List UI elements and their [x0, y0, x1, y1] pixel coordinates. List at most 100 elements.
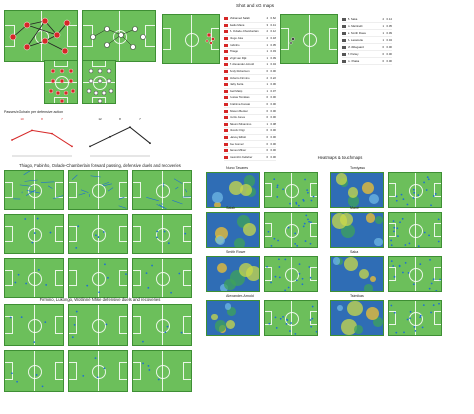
touch-dot	[428, 287, 431, 290]
table-row: Alisson Becker 0 0.00	[224, 108, 276, 115]
touch-dot	[434, 193, 437, 195]
touchmap	[388, 256, 442, 292]
touch-dot	[284, 258, 287, 261]
pass-arrow	[103, 183, 112, 187]
player-name: Diogo Jota	[229, 37, 243, 41]
player-name: Divock Origi	[229, 129, 245, 133]
team-badge-icon	[224, 50, 228, 54]
touch-dot	[432, 304, 435, 307]
action-dot	[157, 378, 160, 381]
touch-dot	[290, 322, 292, 324]
pass-arrow	[102, 181, 110, 186]
action-dot	[164, 331, 167, 334]
touch-dot	[277, 239, 279, 242]
shots-count: 1	[382, 30, 384, 35]
passing-network-liverpool	[4, 10, 78, 62]
action-dot	[107, 276, 109, 279]
action-dot	[11, 372, 13, 375]
heatmap	[330, 172, 384, 208]
touch-dot	[289, 330, 291, 332]
annotation-label: 8	[41, 117, 43, 121]
shots-count: 1	[266, 82, 268, 87]
table-row: A. Lacazette 1 0.04	[342, 37, 392, 44]
heatmap	[206, 256, 260, 292]
shots-count: 0	[266, 95, 268, 100]
touch-dot	[309, 242, 312, 245]
heatmap	[330, 212, 384, 248]
shots-count: 0	[266, 141, 268, 146]
data-point	[51, 132, 53, 135]
pass-arrow	[107, 187, 114, 192]
shots-count: 3	[266, 22, 268, 27]
touch-dot	[287, 226, 290, 229]
touch-dot	[278, 266, 281, 268]
touch-dot	[414, 329, 417, 332]
pass-arrow	[90, 175, 101, 178]
table-row: G. Xhaka 0 0.00	[342, 58, 392, 65]
touch-dot	[432, 278, 435, 281]
action-dot	[33, 341, 36, 344]
touch-dot	[429, 258, 431, 261]
heatmap	[206, 172, 260, 208]
shots-count: 4	[266, 16, 268, 21]
team-badge-icon	[342, 52, 346, 56]
series-line	[11, 129, 73, 147]
action-dot	[167, 242, 170, 245]
table-row: Sadio Mané 3 0.41	[224, 23, 276, 30]
touch-dot	[270, 281, 272, 284]
player-label: Mané	[350, 206, 359, 210]
touch-dot	[390, 304, 393, 307]
shots-count: 0	[266, 128, 268, 133]
action-dot	[24, 218, 27, 220]
touch-dot	[393, 230, 395, 233]
heatmaps-title: Heatmaps & touchmaps	[317, 155, 363, 160]
action-dot	[33, 232, 36, 234]
player-name: Curtis Jones	[229, 116, 246, 120]
player-name: G. Martinelli	[347, 24, 363, 28]
table-row: Andy Robertson 0 0.00	[224, 69, 276, 76]
player-name: A. Oxlade-Chamberlain	[229, 30, 259, 34]
table-row: E. Smith Rowe 1 0.09	[342, 30, 392, 37]
shots-count: 0	[266, 134, 268, 139]
shot-table-arsenal: B. Saka 2 0.14 G. Martinelli 1 0.05 E. Smith R…	[342, 16, 392, 65]
annotation-label: 8	[119, 117, 121, 121]
action-dot	[96, 376, 99, 379]
table-row: Diogo Jota 2 0.18	[224, 36, 276, 43]
player-name: B. Saka	[347, 17, 358, 21]
touch-dot	[395, 199, 398, 202]
touchmap	[264, 256, 318, 292]
action-map-pitch	[4, 258, 64, 298]
shots-count: 0	[382, 58, 384, 63]
data-point	[11, 139, 13, 141]
touch-dot	[430, 282, 433, 285]
action-dot	[156, 230, 159, 233]
touch-dot	[301, 283, 304, 286]
xg-value: 0.06	[270, 82, 276, 87]
touch-dot	[393, 311, 396, 314]
team-badge-icon	[224, 63, 228, 67]
team-badge-icon	[224, 43, 228, 47]
touch-dot	[419, 263, 422, 266]
pass-arrow	[146, 196, 159, 202]
table-row: B. Saka 2 0.14	[342, 16, 392, 23]
team-badge-icon	[224, 70, 228, 74]
action-dot	[180, 331, 183, 334]
touch-dot	[310, 199, 313, 202]
player-label: Tomiyasu	[350, 166, 366, 170]
xg-value: 0.07	[270, 88, 276, 93]
touch-dot	[430, 204, 432, 207]
xg-value: 0.08	[270, 121, 276, 126]
player-name: A. Lacazette	[347, 38, 364, 42]
touch-dot	[419, 316, 422, 319]
touch-dot	[438, 302, 440, 305]
touch-dot	[298, 263, 301, 266]
touch-dot	[409, 310, 412, 313]
pass-arrow	[173, 178, 183, 184]
table-row: Roberto Firmino 2 0.22	[224, 75, 276, 82]
touch-dot	[392, 220, 395, 223]
touch-dot	[282, 188, 285, 191]
touch-dot	[307, 218, 309, 221]
xg-value: 0.05	[386, 23, 392, 28]
touch-dot	[426, 176, 429, 179]
team-badge-icon	[342, 45, 346, 49]
